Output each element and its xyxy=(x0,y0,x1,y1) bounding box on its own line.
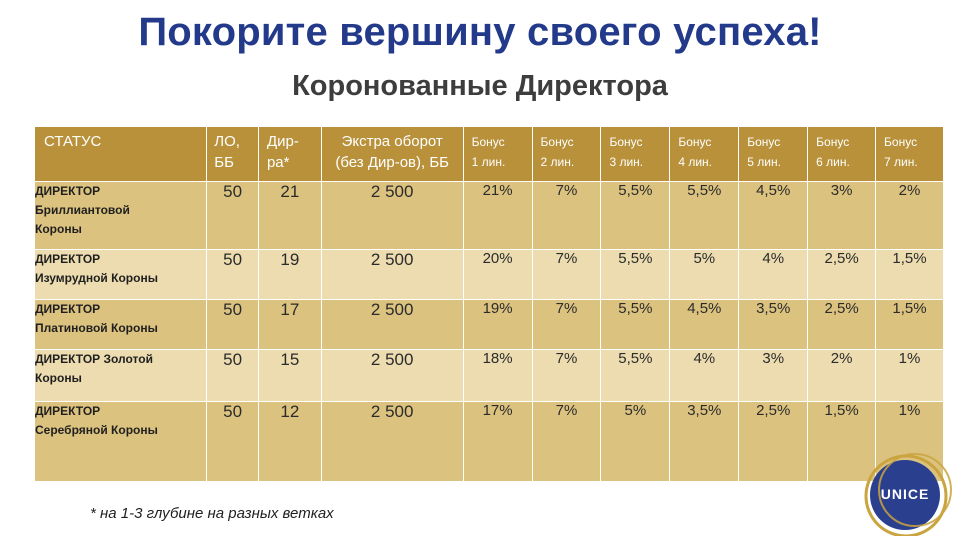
status-cell: ДИРЕКТОР Золотой Короны xyxy=(33,349,208,402)
bonus-cell: 5% xyxy=(669,249,740,300)
bonus-cell: 5,5% xyxy=(600,249,671,300)
bonus-cell: 3% xyxy=(807,181,877,250)
logo-text: UNICE xyxy=(880,486,930,502)
column-header-bonus-4: Бонус 4 лин. xyxy=(669,126,740,182)
bonus-cell: 3% xyxy=(738,349,809,402)
table-row: ДИРЕКТОР Золотой Короны 50 15 2 500 18% 7… xyxy=(33,349,944,402)
bonus-cell: 1,5% xyxy=(807,401,877,482)
lo-cell: 50 xyxy=(206,249,259,300)
status-cell: ДИРЕКТОР Изумрудной Короны xyxy=(33,249,208,300)
directors-cell: 21 xyxy=(257,181,322,250)
status-cell: ДИРЕКТОР Серебряной Короны xyxy=(33,401,208,482)
bonus-cell: 20% xyxy=(462,249,533,300)
bonus-cell: 5,5% xyxy=(600,299,671,350)
extra-turnover-cell: 2 500 xyxy=(320,181,464,250)
extra-turnover-cell: 2 500 xyxy=(320,401,464,482)
status-cell: ДИРЕКТОР Бриллиантовой Короны xyxy=(33,181,208,250)
bonus-cell: 1,5% xyxy=(875,249,944,300)
column-header-status: СТАТУС xyxy=(33,126,208,182)
column-header-bonus-2: Бонус 2 лин. xyxy=(531,126,602,182)
bonus-cell: 1% xyxy=(875,349,944,402)
bonus-cell: 2,5% xyxy=(807,299,877,350)
bonus-cell: 7% xyxy=(531,249,602,300)
directors-cell: 12 xyxy=(257,401,322,482)
bonus-cell: 4% xyxy=(738,249,809,300)
bonus-cell: 5% xyxy=(600,401,671,482)
page-subtitle: Коронованные Директора xyxy=(292,70,668,102)
table-row: ДИРЕКТОР Бриллиантовой Короны 50 21 2 500 … xyxy=(33,181,944,250)
bonus-cell: 4,5% xyxy=(669,299,740,350)
bonus-cell: 3,5% xyxy=(738,299,809,350)
bonus-cell: 5,5% xyxy=(669,181,740,250)
bonus-cell: 5,5% xyxy=(600,181,671,250)
table-row: ДИРЕКТОР Изумрудной Короны 50 19 2 500 20… xyxy=(33,249,944,300)
bonus-cell: 4,5% xyxy=(738,181,809,250)
lo-cell: 50 xyxy=(206,349,259,402)
footnote: * на 1-3 глубине на разных ветках xyxy=(90,505,334,522)
bonus-table: СТАТУС ЛО, ББ Дир-ра* Экстра оборот (без Д… xyxy=(33,126,944,482)
lo-cell: 50 xyxy=(206,401,259,482)
column-header-bonus-7: Бонус 7 лин. xyxy=(875,126,944,182)
column-header-bonus-1: Бонус 1 лин. xyxy=(462,126,533,182)
lo-cell: 50 xyxy=(206,299,259,350)
bonus-cell: 7% xyxy=(531,299,602,350)
extra-turnover-cell: 2 500 xyxy=(320,349,464,402)
bonus-cell: 7% xyxy=(531,401,602,482)
bonus-cell: 7% xyxy=(531,181,602,250)
bonus-cell: 5,5% xyxy=(600,349,671,402)
column-header-directors: Дир-ра* xyxy=(257,126,322,182)
bonus-cell: 3,5% xyxy=(669,401,740,482)
column-header-bonus-3: Бонус 3 лин. xyxy=(600,126,671,182)
table-row: ДИРЕКТОР Платиновой Короны 50 17 2 500 19… xyxy=(33,299,944,350)
column-header-lo: ЛО, ББ xyxy=(206,126,259,182)
bonus-cell: 2,5% xyxy=(738,401,809,482)
bonus-cell: 21% xyxy=(462,181,533,250)
bonus-cell: 7% xyxy=(531,349,602,402)
directors-cell: 19 xyxy=(257,249,322,300)
table-header-row: СТАТУС ЛО, ББ Дир-ра* Экстра оборот (без Д… xyxy=(33,126,944,182)
directors-cell: 17 xyxy=(257,299,322,350)
status-cell: ДИРЕКТОР Платиновой Короны xyxy=(33,299,208,350)
unice-logo: UNICE xyxy=(862,452,952,538)
directors-cell: 15 xyxy=(257,349,322,402)
column-header-extra-turnover: Экстра оборот (без Дир-ов), ББ xyxy=(320,126,464,182)
table-row: ДИРЕКТОР Серебряной Короны 50 12 2 500 17… xyxy=(33,401,944,482)
bonus-cell: 1,5% xyxy=(875,299,944,350)
column-header-bonus-6: Бонус 6 лин. xyxy=(807,126,877,182)
bonus-cell: 4% xyxy=(669,349,740,402)
extra-turnover-cell: 2 500 xyxy=(320,249,464,300)
bonus-cell: 2% xyxy=(875,181,944,250)
lo-cell: 50 xyxy=(206,181,259,250)
page-title: Покорите вершину своего успеха! xyxy=(138,10,822,54)
bonus-cell: 18% xyxy=(462,349,533,402)
bonus-cell: 2% xyxy=(807,349,877,402)
bonus-cell: 17% xyxy=(462,401,533,482)
logo-emblem-icon xyxy=(864,453,952,538)
bonus-cell: 19% xyxy=(462,299,533,350)
bonus-cell: 2,5% xyxy=(807,249,877,300)
column-header-bonus-5: Бонус 5 лин. xyxy=(738,126,809,182)
extra-turnover-cell: 2 500 xyxy=(320,299,464,350)
